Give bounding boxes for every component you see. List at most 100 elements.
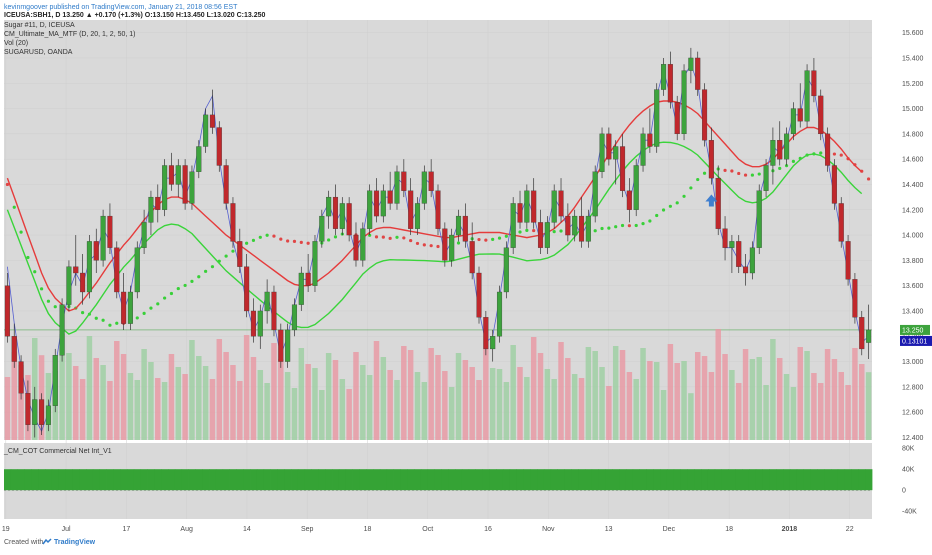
time-tick-label: 14 <box>243 526 251 533</box>
candle <box>285 323 291 368</box>
price-tick-label: 15.000 <box>902 106 924 113</box>
ma-dot <box>388 236 392 240</box>
cot-bar <box>748 469 757 491</box>
tradingview-brand[interactable]: TradingView <box>54 539 96 546</box>
volume-bar <box>243 335 250 440</box>
ma-dot <box>682 194 686 198</box>
volume-bar <box>346 389 352 440</box>
cot-bar <box>38 469 46 491</box>
candle-body <box>367 190 373 229</box>
cot-bar <box>516 469 524 491</box>
candle <box>134 241 140 299</box>
cot-bar <box>865 469 873 491</box>
candle-body <box>619 146 626 191</box>
volume-bar <box>476 380 482 440</box>
candle <box>408 178 414 236</box>
footer: Created with TradingView <box>0 536 932 550</box>
cot-bar <box>154 469 162 491</box>
indicator-label-symbol[interactable]: Sugar #11, D, ICEUSA <box>4 22 75 29</box>
cot-bar <box>31 469 39 491</box>
price-tick-label: 13.400 <box>902 308 924 315</box>
candle <box>551 184 557 229</box>
time-tick-label: Aug <box>180 526 193 533</box>
candle <box>790 102 796 141</box>
indicator-label-volume[interactable]: Vol (20) <box>4 40 29 47</box>
publisher-line[interactable]: kevinmgoover published on TradingView.co… <box>4 4 238 11</box>
cot-bar <box>728 469 736 491</box>
volume-bar <box>688 393 694 440</box>
volume-bar <box>797 347 803 440</box>
cot-bar <box>161 469 169 491</box>
candle <box>654 83 660 153</box>
cot-bar <box>17 469 25 491</box>
candle-body <box>708 140 714 179</box>
cot-bar <box>236 469 244 491</box>
ma-dot <box>593 229 597 233</box>
volume-bar <box>278 359 284 440</box>
volume-bar <box>544 369 551 440</box>
cot-bar <box>619 469 627 491</box>
cot-panel-title[interactable]: _CM_COT Commercial Net Int_V1 <box>4 448 112 455</box>
volume-bar <box>264 383 270 440</box>
price-tick-label: 13.000 <box>902 359 924 366</box>
volume-bar <box>612 346 619 440</box>
candle-body <box>838 203 844 242</box>
candle <box>647 108 653 153</box>
cot-bar <box>256 469 265 491</box>
volume-bar <box>585 347 592 440</box>
cot-bar <box>209 469 217 491</box>
volume-bar <box>756 357 762 440</box>
cot-bar <box>598 469 606 491</box>
candle <box>592 165 598 223</box>
candle <box>93 228 99 274</box>
cot-bar <box>489 469 497 491</box>
volume-bar <box>455 353 462 440</box>
candle-body <box>107 215 113 248</box>
volume-bar <box>633 379 639 440</box>
cot-bar <box>345 469 353 491</box>
candle <box>599 127 605 179</box>
cot-bar <box>680 469 688 491</box>
volume-bar <box>319 390 325 440</box>
cot-bar <box>311 469 319 491</box>
volume-bar <box>325 353 332 440</box>
candle <box>770 127 776 185</box>
volume-bar <box>257 370 264 440</box>
candle <box>681 64 687 141</box>
indicator-label-compare[interactable]: SUGARUSD, OANDA <box>4 49 73 56</box>
volume-bar <box>209 379 216 440</box>
cot-bar <box>612 469 620 491</box>
candle <box>380 184 386 223</box>
cot-bar <box>455 469 463 491</box>
price-tick-label: 14.800 <box>902 131 924 138</box>
indicator-label-ma[interactable]: CM_Ultimate_MA_MTF (D, 20, 1, 2, 50, 1) <box>4 31 136 38</box>
volume-bar <box>360 365 366 440</box>
candle <box>859 310 865 356</box>
cot-bar <box>379 469 388 491</box>
candle-body <box>592 171 598 217</box>
cot-bar <box>557 469 565 491</box>
tradingview-logo-icon <box>42 538 52 545</box>
candle-body <box>524 190 530 223</box>
cot-bar <box>270 469 278 491</box>
volume-bar <box>790 387 797 440</box>
ma-dot <box>518 230 522 234</box>
candle-body <box>298 272 304 305</box>
candle-body <box>264 291 270 312</box>
cot-bar <box>482 469 490 491</box>
volume-bar <box>524 377 530 440</box>
volume-bar <box>708 372 715 440</box>
candle-body <box>784 133 790 160</box>
ma-dot <box>559 229 563 233</box>
ma-dot <box>265 233 269 237</box>
candle-body <box>626 190 632 210</box>
volume-bar <box>503 382 510 440</box>
ma-dot <box>415 241 420 246</box>
candle-body <box>244 266 250 312</box>
candle-body <box>578 215 585 242</box>
candle-body <box>503 247 509 293</box>
cot-bar <box>338 469 347 491</box>
ma-dot <box>258 235 262 239</box>
cot-bar <box>352 469 360 491</box>
volume-bar <box>332 360 339 440</box>
